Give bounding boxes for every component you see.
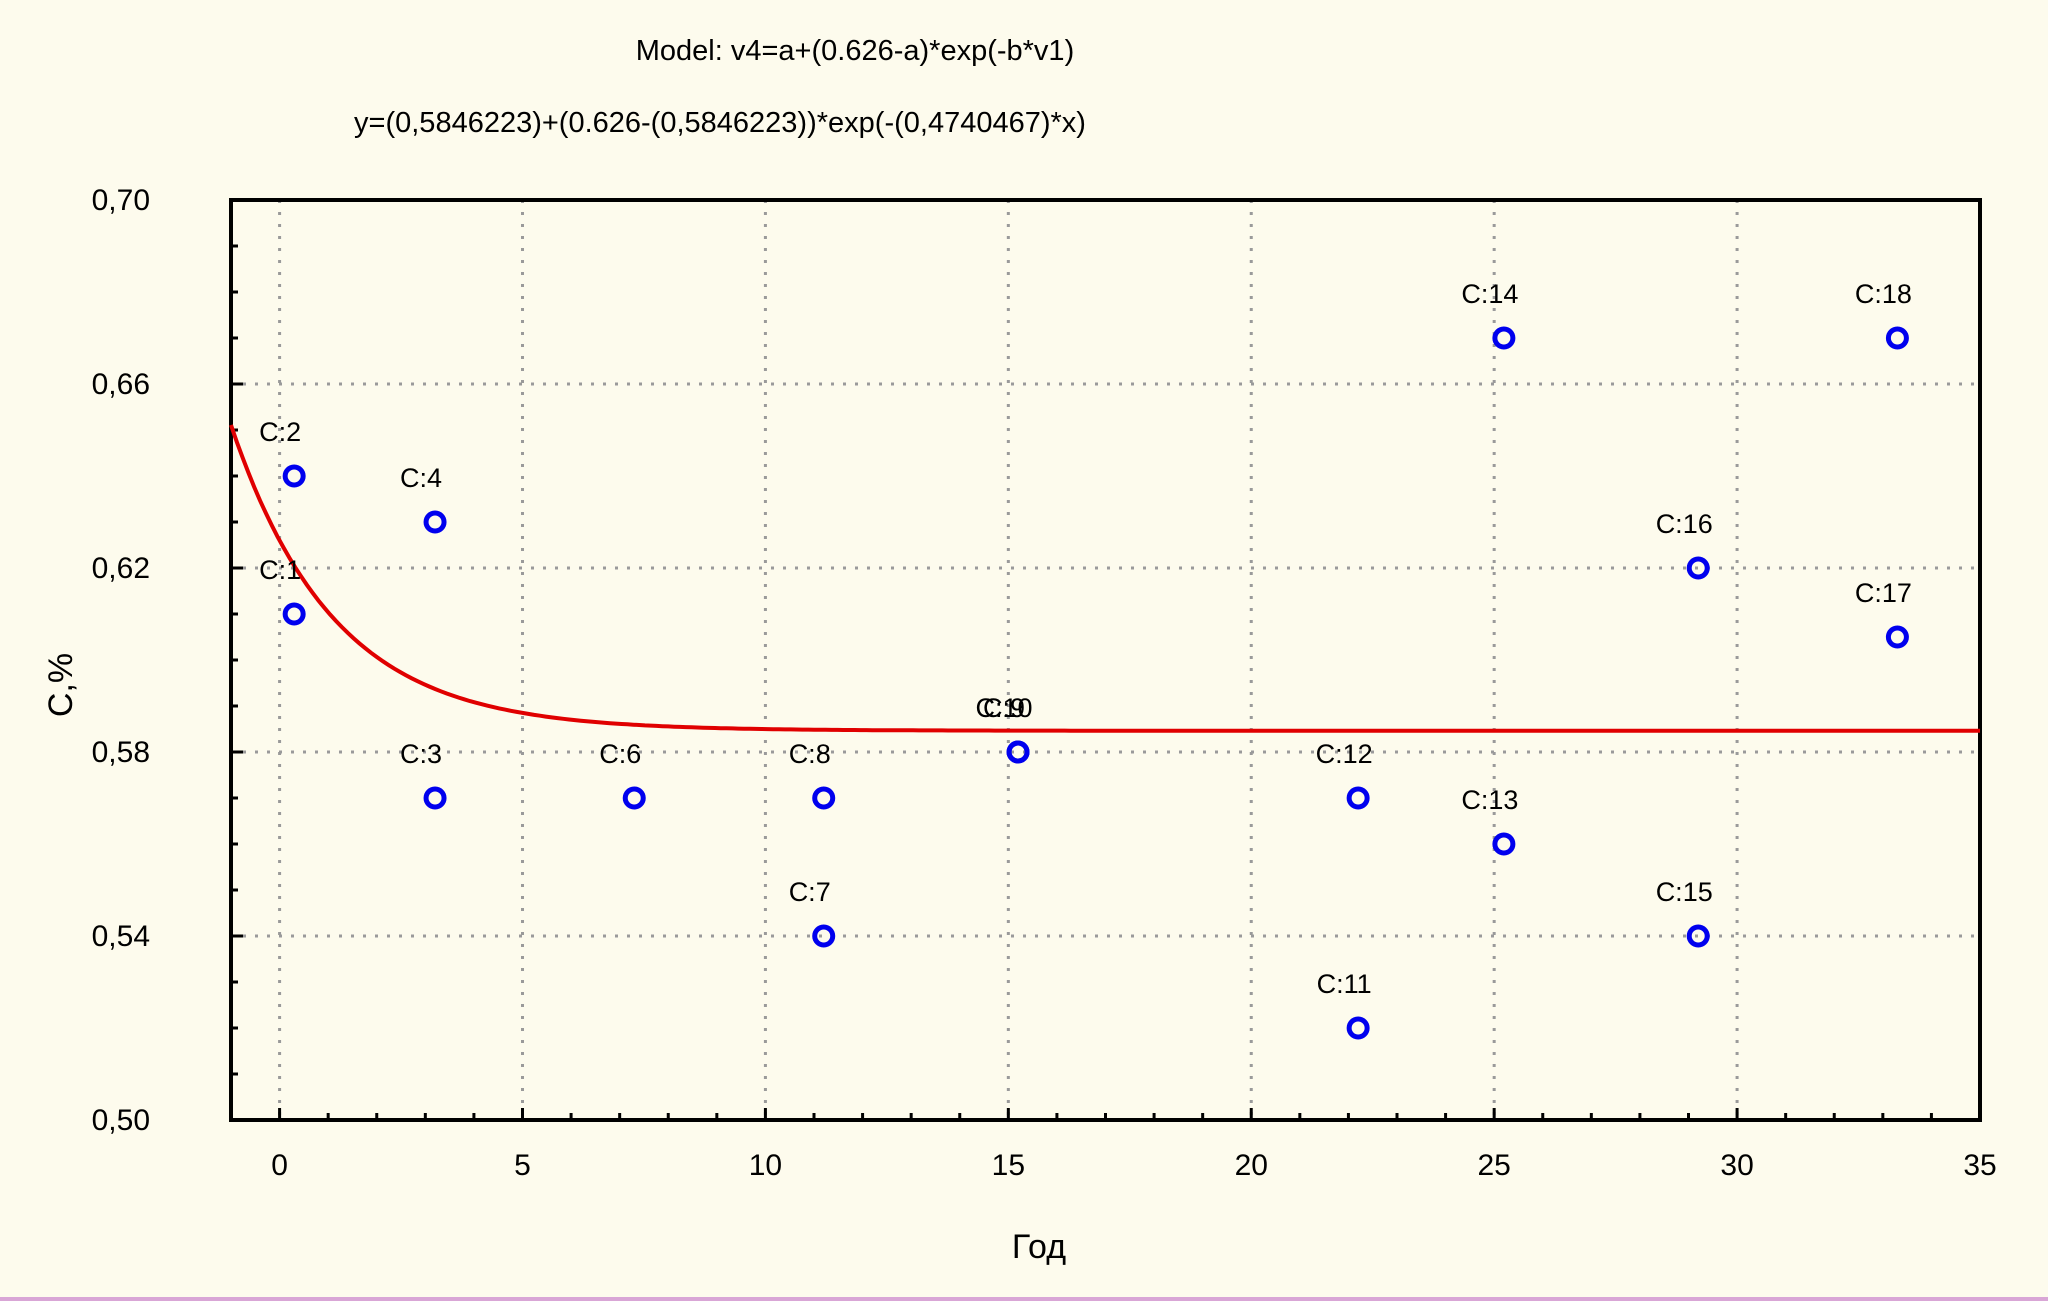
x-tick-label: 20 (1235, 1149, 1268, 1182)
data-point (1686, 556, 1710, 580)
x-tick-label: 15 (992, 1149, 1025, 1182)
data-point (812, 924, 836, 948)
point-label: C:17 (1855, 578, 1912, 608)
point-label: C:13 (1461, 785, 1518, 815)
point-label: C:10 (976, 693, 1033, 723)
data-point (1885, 326, 1909, 350)
points-layer: C:1 C:2 C:3 C:4 C:6 C:7 C:8 C:9C:10 C:11 C:12 C:13… (259, 279, 1912, 1040)
data-point (1885, 625, 1909, 649)
point-label: C:14 (1461, 279, 1518, 309)
x-tick-label: 0 (271, 1149, 288, 1182)
data-point (423, 510, 447, 534)
y-axis-ticks: 0,50 0,54 0,58 0,62 0,66 0,70 (92, 184, 243, 1137)
data-point (282, 464, 306, 488)
chart-title: Model: v4=a+(0.626-a)*exp(-b*v1) (636, 35, 1074, 67)
point-label: C:12 (1316, 739, 1373, 769)
point-label: C:3 (400, 739, 442, 769)
y-tick-label: 0,58 (92, 736, 150, 769)
data-point (1492, 832, 1516, 856)
chart-subtitle: y=(0,5846223)+(0.626-(0,5846223))*exp(-(… (354, 107, 1086, 139)
data-point (423, 786, 447, 810)
point-label: C:11 (1317, 969, 1372, 999)
x-axis-ticks: 0 5 10 15 20 25 30 35 (271, 1108, 1997, 1182)
point-label: C:16 (1656, 509, 1713, 539)
fit-curve (229, 424, 1980, 733)
x-tick-label: 30 (1720, 1149, 1753, 1182)
y-tick-label: 0,54 (92, 920, 150, 953)
data-point (1492, 326, 1516, 350)
y-tick-label: 0,66 (92, 368, 150, 401)
point-label: C:6 (599, 739, 641, 769)
x-tick-label: 10 (749, 1149, 782, 1182)
y-tick-label: 0,62 (92, 552, 150, 585)
point-label: C:18 (1855, 279, 1912, 309)
data-point (282, 602, 306, 626)
fit-curve-layer (229, 424, 1980, 733)
data-point (1346, 786, 1370, 810)
x-axis-label: Год (1012, 1228, 1066, 1266)
point-label: C:7 (789, 877, 831, 907)
point-label: C:9 (983, 693, 1025, 723)
y-tick-label: 0,50 (92, 1104, 150, 1137)
data-point (1686, 924, 1710, 948)
bottom-border (0, 1297, 2048, 1301)
data-point (1006, 740, 1030, 764)
y-axis-label: C,% (42, 653, 80, 717)
point-label: C:15 (1656, 877, 1713, 907)
point-label: C:4 (400, 463, 442, 493)
data-point (1346, 1016, 1370, 1040)
x-tick-label: 25 (1477, 1149, 1510, 1182)
data-point (622, 786, 646, 810)
y-tick-label: 0,70 (92, 184, 150, 217)
data-point (812, 786, 836, 810)
point-label: C:1 (259, 555, 301, 585)
point-label: C:2 (259, 417, 301, 447)
point-label: C:8 (789, 739, 831, 769)
x-tick-label: 35 (1963, 1149, 1996, 1182)
x-tick-label: 5 (514, 1149, 531, 1182)
